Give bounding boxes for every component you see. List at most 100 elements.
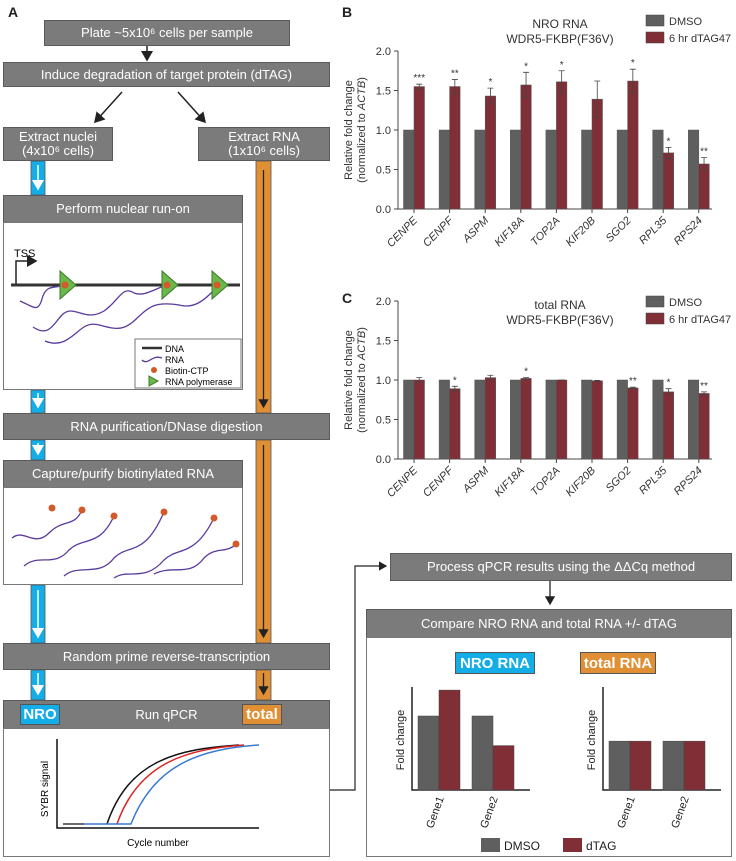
schematic-charts: Fold change Gene1 Gene2 Fold change Gene1 Gen… [395,687,721,853]
bar-dtag [520,378,532,460]
panel-label-c: C [342,290,353,306]
bar-dtag [591,380,603,460]
bar-dmso [616,379,628,460]
mini-bar-dmso [417,715,440,791]
error-bar [523,71,530,99]
bar-dtag [556,81,568,210]
step-extract-rna: Extract RNA (1x10⁶ cells) [198,127,330,161]
error-bar [451,79,458,95]
y-tick-label: 1.0 [376,125,391,137]
legend-label: 6 hr dTAG47 [669,314,731,326]
chart-total-rna: 0.0 0.5 1.0 1.5 2.0 Relative fold change (norm… [343,295,731,500]
biotinylated-rna-illustration [11,504,240,579]
mini-gene-label: Gene2 [669,795,692,830]
bar-dmso [474,129,486,210]
y-tick-label: 2.0 [376,46,391,58]
legend-swatch [645,14,665,27]
bar-dtag [520,84,532,210]
gene-label: CENPE [385,214,421,250]
gene-label: RPS24 [672,215,705,248]
y-axis-label-2: (normalized to ACTB) [356,77,368,183]
capture-diagram [3,487,243,585]
bar-dtag [484,377,496,460]
legend-dna: DNA [165,344,184,354]
error-bar [558,70,565,94]
legend-rna: RNA [165,355,184,365]
significance-label: * [524,61,528,72]
significance-label: * [666,136,670,147]
chart-title: total RNA [534,298,585,312]
chart-title: NRO RNA [532,17,587,31]
y-tick-label: 0.0 [376,204,391,216]
step-capture: Capture/purify biotinylated RNA [3,460,243,488]
legend-dmso-swatch [481,838,500,852]
bar-dtag [556,379,568,460]
rna-polymerase-icons [59,269,229,301]
significance-label: * [631,58,635,69]
mini-bar-dtag [683,740,706,791]
bar-dmso [403,379,415,460]
y-tick-label: 0.5 [376,165,391,177]
error-bar [629,68,636,94]
mini-bar-dmso [608,740,631,791]
gene-label: CENPF [421,214,457,250]
arrow [93,91,123,124]
legend-swatch [645,31,665,44]
significance-label: * [666,378,670,389]
chart-subtitle: WDR5-FKBP(F36V) [506,32,613,46]
gene-label: ASPM [460,214,492,246]
gene-label: CENPE [385,464,421,500]
bar-dtag [662,152,674,210]
legend-label: DMSO [669,16,702,28]
error-bar [487,374,494,381]
total-rna-tag: total RNA [580,652,656,674]
error-bar [629,386,636,390]
bar-dmso [510,129,522,210]
mini-ylabel: Fold change [395,710,407,771]
error-bar [523,377,530,380]
mini-bar-dtag [629,740,652,791]
qpcr-axes [56,739,259,829]
arrow [177,91,207,124]
gene-label: SGO2 [604,465,634,495]
mini-bar-dmso [471,715,494,791]
legend-dtag-label: dTAG [586,839,616,853]
curve-red [116,744,245,825]
legend-polymerase: RNA polymerase [165,377,233,387]
extract-nuclei-count: (4x10⁶ cells) [22,143,94,158]
error-bar [594,379,601,382]
mini-bar-dtag [438,689,461,791]
qpcr-curves: SYBR signal Cycle number [40,739,260,849]
significance-label: * [488,77,492,88]
gene-label: ASPM [460,464,492,496]
step-induce: Induce degradation of target protein (dT… [3,62,330,87]
error-bar [701,157,708,171]
legend-swatch [645,295,665,308]
legend-label: DMSO [669,297,702,309]
legend-dmso-label: DMSO [504,839,540,853]
mini-bar-dtag [492,745,515,791]
gene-label: RPL35 [637,214,670,247]
gene-label: SGO2 [604,215,634,245]
error-bar [701,391,708,396]
chart-nro-rna: 0.0 0.5 1.0 1.5 2.0 Relative fold change (norm… [343,14,731,250]
error-bar [416,83,423,90]
significance-label: * [524,367,528,378]
y-tick-label: 1.5 [376,86,391,98]
y-tick-label: 1.5 [376,336,391,348]
bar-dmso [545,379,557,460]
mini-gene-label: Gene1 [615,795,638,830]
bar-dtag [484,95,496,210]
step-purify: RNA purification/DNase digestion [3,413,330,440]
error-bar [665,388,672,396]
curve-black [106,744,240,825]
bar-dmso [652,379,664,460]
bar-dtag [413,379,425,460]
significance-label: ** [451,68,459,79]
error-bar [416,377,423,383]
extract-rna-label: Extract RNA [228,129,300,144]
bar-dtag [627,387,639,460]
step-process: Process qPCR results using the ΔΔCq meth… [390,553,732,581]
panel-label-a: A [8,4,19,20]
